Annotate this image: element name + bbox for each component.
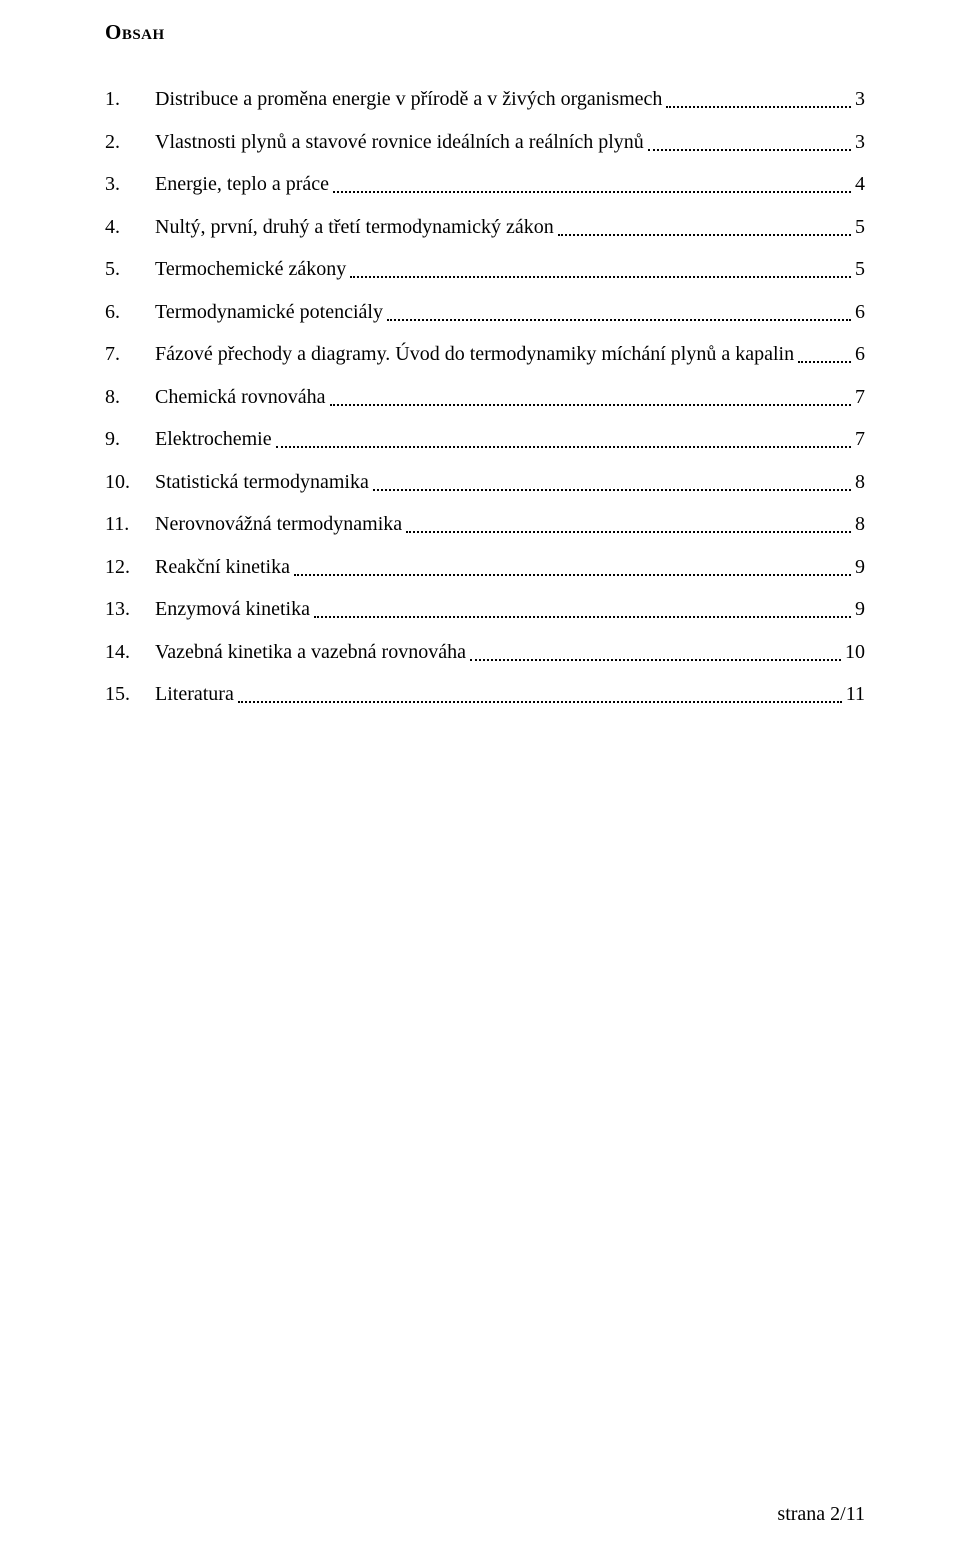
toc-number: 11. bbox=[105, 510, 155, 538]
toc-number: 3. bbox=[105, 170, 155, 198]
toc-page: 5 bbox=[855, 213, 865, 241]
toc-title: Statistická termodynamika bbox=[155, 468, 369, 496]
toc-title: Reakční kinetika bbox=[155, 553, 290, 581]
dot-leader bbox=[798, 360, 851, 363]
toc-page: 5 bbox=[855, 255, 865, 283]
toc-entry: 12. Reakční kinetika 9 bbox=[105, 553, 865, 581]
dot-leader bbox=[294, 573, 851, 576]
toc-page: 11 bbox=[846, 680, 865, 708]
dot-leader bbox=[470, 658, 841, 661]
toc-entry: 7. Fázové přechody a diagramy. Úvod do t… bbox=[105, 340, 865, 368]
dot-leader bbox=[648, 148, 851, 151]
toc-entry: 3. Energie, teplo a práce 4 bbox=[105, 170, 865, 198]
toc-number: 4. bbox=[105, 213, 155, 241]
toc-entry: 10. Statistická termodynamika 8 bbox=[105, 468, 865, 496]
toc-page: 6 bbox=[855, 298, 865, 326]
toc-entry: 5. Termochemické zákony 5 bbox=[105, 255, 865, 283]
toc-title: Energie, teplo a práce bbox=[155, 170, 329, 198]
dot-leader bbox=[333, 190, 851, 193]
toc-number: 13. bbox=[105, 595, 155, 623]
toc-entry: 8. Chemická rovnováha 7 bbox=[105, 383, 865, 411]
toc-page: 3 bbox=[855, 128, 865, 156]
toc-entry: 13. Enzymová kinetika 9 bbox=[105, 595, 865, 623]
toc-title: Distribuce a proměna energie v přírodě a… bbox=[155, 85, 662, 113]
toc-number: 10. bbox=[105, 468, 155, 496]
dot-leader bbox=[558, 233, 851, 236]
toc-title: Chemická rovnováha bbox=[155, 383, 326, 411]
toc-page: 6 bbox=[855, 340, 865, 368]
dot-leader bbox=[276, 445, 851, 448]
toc-title: Vlastnosti plynů a stavové rovnice ideál… bbox=[155, 128, 644, 156]
toc-title: Termochemické zákony bbox=[155, 255, 346, 283]
dot-leader bbox=[238, 700, 842, 703]
toc-number: 1. bbox=[105, 85, 155, 113]
dot-leader bbox=[406, 530, 851, 533]
toc-number: 9. bbox=[105, 425, 155, 453]
dot-leader bbox=[314, 615, 851, 618]
toc-entry: 15. Literatura 11 bbox=[105, 680, 865, 708]
toc-page: 7 bbox=[855, 383, 865, 411]
toc-number: 7. bbox=[105, 340, 155, 368]
toc-number: 8. bbox=[105, 383, 155, 411]
toc-number: 14. bbox=[105, 638, 155, 666]
toc-title: Nerovnovážná termodynamika bbox=[155, 510, 402, 538]
dot-leader bbox=[666, 105, 851, 108]
dot-leader bbox=[350, 275, 851, 278]
toc-entry: 4. Nultý, první, druhý a třetí termodyna… bbox=[105, 213, 865, 241]
toc-page: 10 bbox=[845, 638, 865, 666]
toc-title: Termodynamické potenciály bbox=[155, 298, 383, 326]
toc-entry: 14. Vazebná kinetika a vazebná rovnováha… bbox=[105, 638, 865, 666]
toc-title: Literatura bbox=[155, 680, 234, 708]
toc-number: 12. bbox=[105, 553, 155, 581]
toc-page: 9 bbox=[855, 595, 865, 623]
toc-number: 15. bbox=[105, 680, 155, 708]
toc-title: Elektrochemie bbox=[155, 425, 272, 453]
toc-title: Fázové přechody a diagramy. Úvod do term… bbox=[155, 340, 794, 368]
toc-page: 3 bbox=[855, 85, 865, 113]
toc-number: 2. bbox=[105, 128, 155, 156]
toc-page: 9 bbox=[855, 553, 865, 581]
contents-heading: Obsah bbox=[105, 20, 865, 45]
toc-page: 7 bbox=[855, 425, 865, 453]
dot-leader bbox=[373, 488, 851, 491]
toc-number: 6. bbox=[105, 298, 155, 326]
toc-entry: 6. Termodynamické potenciály 6 bbox=[105, 298, 865, 326]
toc-title: Enzymová kinetika bbox=[155, 595, 310, 623]
toc-page: 8 bbox=[855, 468, 865, 496]
dot-leader bbox=[330, 403, 852, 406]
page-footer: strana 2/11 bbox=[777, 1503, 865, 1526]
toc-number: 5. bbox=[105, 255, 155, 283]
toc-entry: 9. Elektrochemie 7 bbox=[105, 425, 865, 453]
toc-title: Nultý, první, druhý a třetí termodynamic… bbox=[155, 213, 554, 241]
toc-entry: 11. Nerovnovážná termodynamika 8 bbox=[105, 510, 865, 538]
toc-title: Vazebná kinetika a vazebná rovnováha bbox=[155, 638, 466, 666]
toc-page: 8 bbox=[855, 510, 865, 538]
table-of-contents: 1. Distribuce a proměna energie v přírod… bbox=[105, 85, 865, 708]
page-container: Obsah 1. Distribuce a proměna energie v … bbox=[0, 0, 960, 708]
toc-entry: 1. Distribuce a proměna energie v přírod… bbox=[105, 85, 865, 113]
dot-leader bbox=[387, 318, 851, 321]
toc-entry: 2. Vlastnosti plynů a stavové rovnice id… bbox=[105, 128, 865, 156]
toc-page: 4 bbox=[855, 170, 865, 198]
